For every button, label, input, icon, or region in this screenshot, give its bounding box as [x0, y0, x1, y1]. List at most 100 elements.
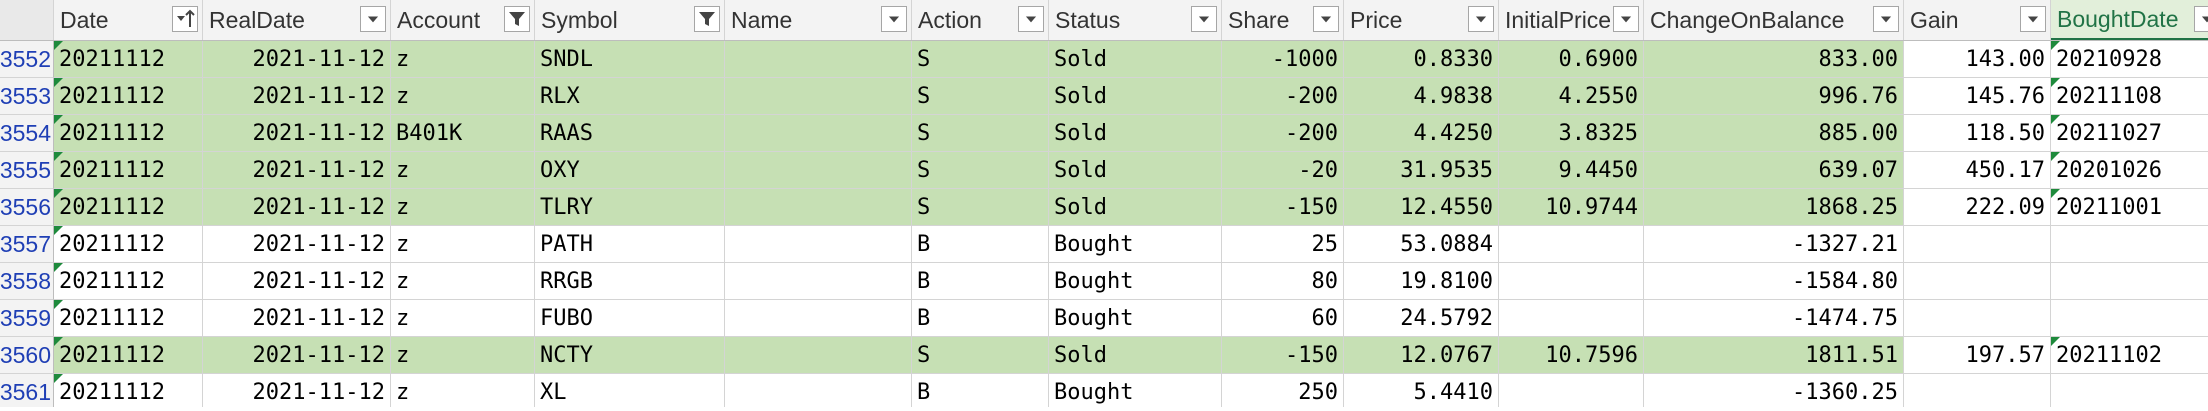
cell-name[interactable] — [725, 226, 912, 263]
cell-boughtdate[interactable] — [2051, 263, 2208, 300]
cell-changeonbalance[interactable]: -1584.80 — [1644, 263, 1904, 300]
cell-initialprice[interactable]: 10.7596 — [1499, 337, 1644, 374]
cell-boughtdate[interactable]: 20211102 — [2051, 337, 2208, 374]
cell-date[interactable]: 20211112 — [54, 263, 203, 300]
cell-account[interactable]: z — [391, 78, 535, 115]
cell-changeonbalance[interactable]: 885.00 — [1644, 115, 1904, 152]
row-number[interactable]: 3557 — [0, 226, 54, 263]
cell-realdate[interactable]: 2021-11-12 — [203, 115, 391, 152]
filter-applied-icon[interactable] — [504, 6, 530, 32]
cell-action[interactable]: S — [912, 152, 1049, 189]
cell-initialprice[interactable]: 10.9744 — [1499, 189, 1644, 226]
column-header-symbol[interactable]: Symbol — [535, 0, 725, 40]
filter-dropdown-icon[interactable] — [360, 6, 386, 32]
cell-initialprice[interactable] — [1499, 226, 1644, 263]
row-number[interactable]: 3553 — [0, 78, 54, 115]
cell-gain[interactable]: 450.17 — [1904, 152, 2051, 189]
cell-changeonbalance[interactable]: 1868.25 — [1644, 189, 1904, 226]
cell-status[interactable]: Sold — [1049, 78, 1222, 115]
cell-symbol[interactable]: RAAS — [535, 115, 725, 152]
cell-symbol[interactable]: PATH — [535, 226, 725, 263]
cell-initialprice[interactable] — [1499, 263, 1644, 300]
sort-filter-icon[interactable] — [172, 6, 198, 32]
filter-applied-icon[interactable] — [694, 6, 720, 32]
cell-name[interactable] — [725, 189, 912, 226]
cell-status[interactable]: Sold — [1049, 337, 1222, 374]
cell-share[interactable]: 80 — [1222, 263, 1344, 300]
cell-symbol[interactable]: RLX — [535, 78, 725, 115]
cell-share[interactable]: -200 — [1222, 115, 1344, 152]
filter-dropdown-icon[interactable] — [1873, 6, 1899, 32]
cell-status[interactable]: Sold — [1049, 115, 1222, 152]
cell-changeonbalance[interactable]: 996.76 — [1644, 78, 1904, 115]
cell-date[interactable]: 20211112 — [54, 78, 203, 115]
column-header-initialprice[interactable]: InitialPrice — [1499, 0, 1644, 40]
cell-boughtdate[interactable] — [2051, 226, 2208, 263]
cell-symbol[interactable]: TLRY — [535, 189, 725, 226]
cell-account[interactable]: B401K — [391, 115, 535, 152]
cell-symbol[interactable]: OXY — [535, 152, 725, 189]
filter-dropdown-icon[interactable] — [2194, 6, 2208, 32]
cell-gain[interactable] — [1904, 300, 2051, 337]
cell-status[interactable]: Bought — [1049, 374, 1222, 411]
column-header-changeonbalance[interactable]: ChangeOnBalance — [1644, 0, 1904, 40]
cell-price[interactable]: 0.8330 — [1344, 41, 1499, 78]
cell-share[interactable]: -150 — [1222, 337, 1344, 374]
cell-changeonbalance[interactable]: 833.00 — [1644, 41, 1904, 78]
row-number[interactable]: 3554 — [0, 115, 54, 152]
column-header-name[interactable]: Name — [725, 0, 912, 40]
cell-price[interactable]: 4.9838 — [1344, 78, 1499, 115]
cell-gain[interactable]: 197.57 — [1904, 337, 2051, 374]
cell-name[interactable] — [725, 374, 912, 411]
cell-realdate[interactable]: 2021-11-12 — [203, 337, 391, 374]
column-header-price[interactable]: Price — [1344, 0, 1499, 40]
cell-price[interactable]: 19.8100 — [1344, 263, 1499, 300]
cell-changeonbalance[interactable]: 1811.51 — [1644, 337, 1904, 374]
cell-share[interactable]: 60 — [1222, 300, 1344, 337]
cell-status[interactable]: Sold — [1049, 189, 1222, 226]
cell-date[interactable]: 20211112 — [54, 152, 203, 189]
row-number[interactable]: 3556 — [0, 189, 54, 226]
filter-dropdown-icon[interactable] — [1018, 6, 1044, 32]
cell-changeonbalance[interactable]: -1327.21 — [1644, 226, 1904, 263]
cell-action[interactable]: S — [912, 41, 1049, 78]
cell-status[interactable]: Bought — [1049, 300, 1222, 337]
cell-price[interactable]: 53.0884 — [1344, 226, 1499, 263]
cell-account[interactable]: z — [391, 337, 535, 374]
cell-account[interactable]: z — [391, 374, 535, 411]
cell-realdate[interactable]: 2021-11-12 — [203, 189, 391, 226]
cell-name[interactable] — [725, 78, 912, 115]
cell-realdate[interactable]: 2021-11-12 — [203, 152, 391, 189]
cell-price[interactable]: 31.9535 — [1344, 152, 1499, 189]
cell-price[interactable]: 12.0767 — [1344, 337, 1499, 374]
cell-symbol[interactable]: XL — [535, 374, 725, 411]
cell-price[interactable]: 5.4410 — [1344, 374, 1499, 411]
cell-initialprice[interactable]: 0.6900 — [1499, 41, 1644, 78]
cell-name[interactable] — [725, 337, 912, 374]
cell-price[interactable]: 4.4250 — [1344, 115, 1499, 152]
select-all-corner[interactable] — [0, 0, 54, 40]
cell-date[interactable]: 20211112 — [54, 189, 203, 226]
cell-date[interactable]: 20211112 — [54, 300, 203, 337]
cell-action[interactable]: B — [912, 300, 1049, 337]
cell-action[interactable]: S — [912, 337, 1049, 374]
cell-date[interactable]: 20211112 — [54, 41, 203, 78]
row-number[interactable]: 3552 — [0, 41, 54, 78]
cell-boughtdate[interactable]: 20211001 — [2051, 189, 2208, 226]
cell-initialprice[interactable] — [1499, 374, 1644, 411]
cell-realdate[interactable]: 2021-11-12 — [203, 300, 391, 337]
cell-name[interactable] — [725, 152, 912, 189]
filter-dropdown-icon[interactable] — [1613, 6, 1639, 32]
filter-dropdown-icon[interactable] — [1468, 6, 1494, 32]
cell-account[interactable]: z — [391, 152, 535, 189]
cell-action[interactable]: B — [912, 226, 1049, 263]
cell-status[interactable]: Sold — [1049, 41, 1222, 78]
cell-realdate[interactable]: 2021-11-12 — [203, 78, 391, 115]
cell-share[interactable]: 250 — [1222, 374, 1344, 411]
cell-price[interactable]: 12.4550 — [1344, 189, 1499, 226]
row-number[interactable]: 3555 — [0, 152, 54, 189]
cell-account[interactable]: z — [391, 300, 535, 337]
cell-action[interactable]: S — [912, 189, 1049, 226]
cell-share[interactable]: 25 — [1222, 226, 1344, 263]
cell-initialprice[interactable] — [1499, 300, 1644, 337]
